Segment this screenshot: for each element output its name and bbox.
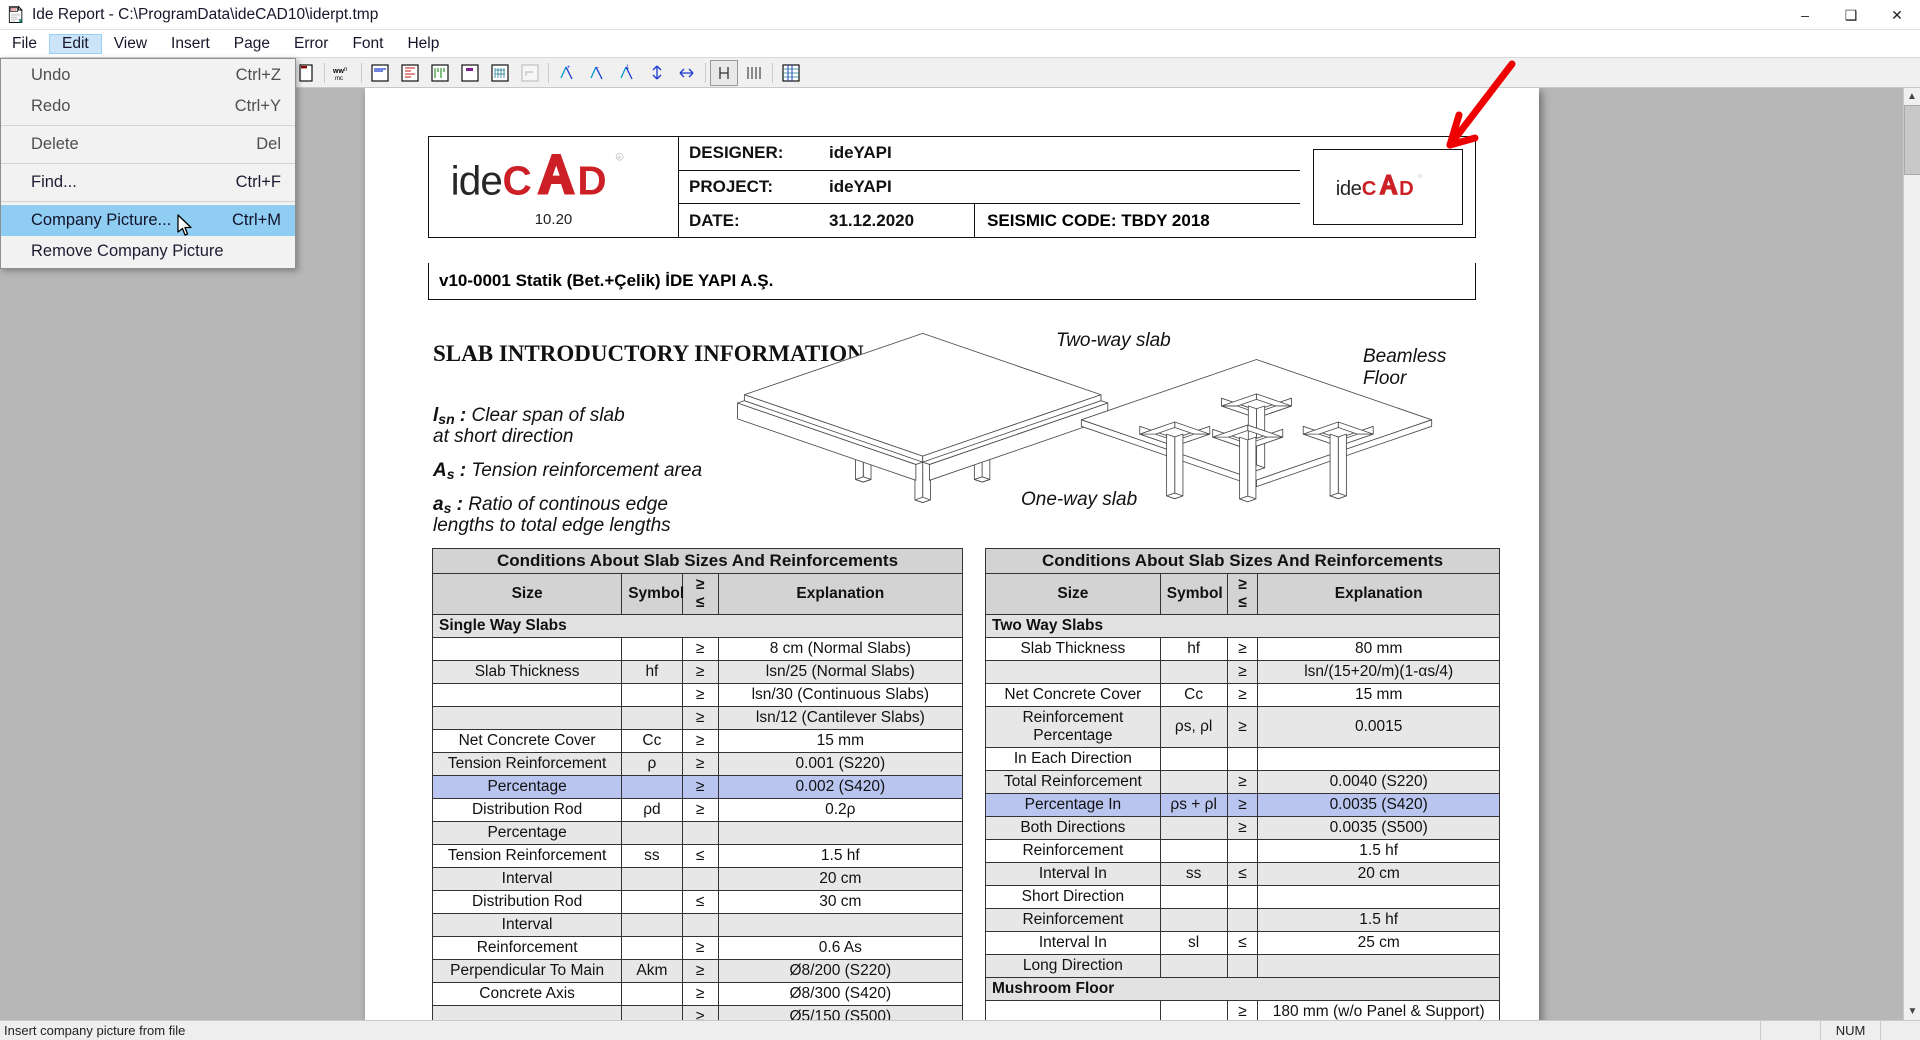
svg-text:1: 1	[626, 65, 630, 71]
svg-text:®: ®	[617, 154, 620, 159]
svg-text:ww: ww	[333, 68, 344, 75]
svg-text:-: -	[597, 65, 599, 71]
svg-text:C: C	[502, 157, 531, 203]
svg-text:+: +	[567, 65, 571, 71]
svg-text:mc: mc	[335, 76, 343, 81]
svg-text:DOC: DOC	[11, 7, 17, 11]
svg-text:ide: ide	[450, 157, 501, 203]
svg-text:n: n	[344, 67, 347, 73]
svg-text:D: D	[577, 157, 605, 203]
